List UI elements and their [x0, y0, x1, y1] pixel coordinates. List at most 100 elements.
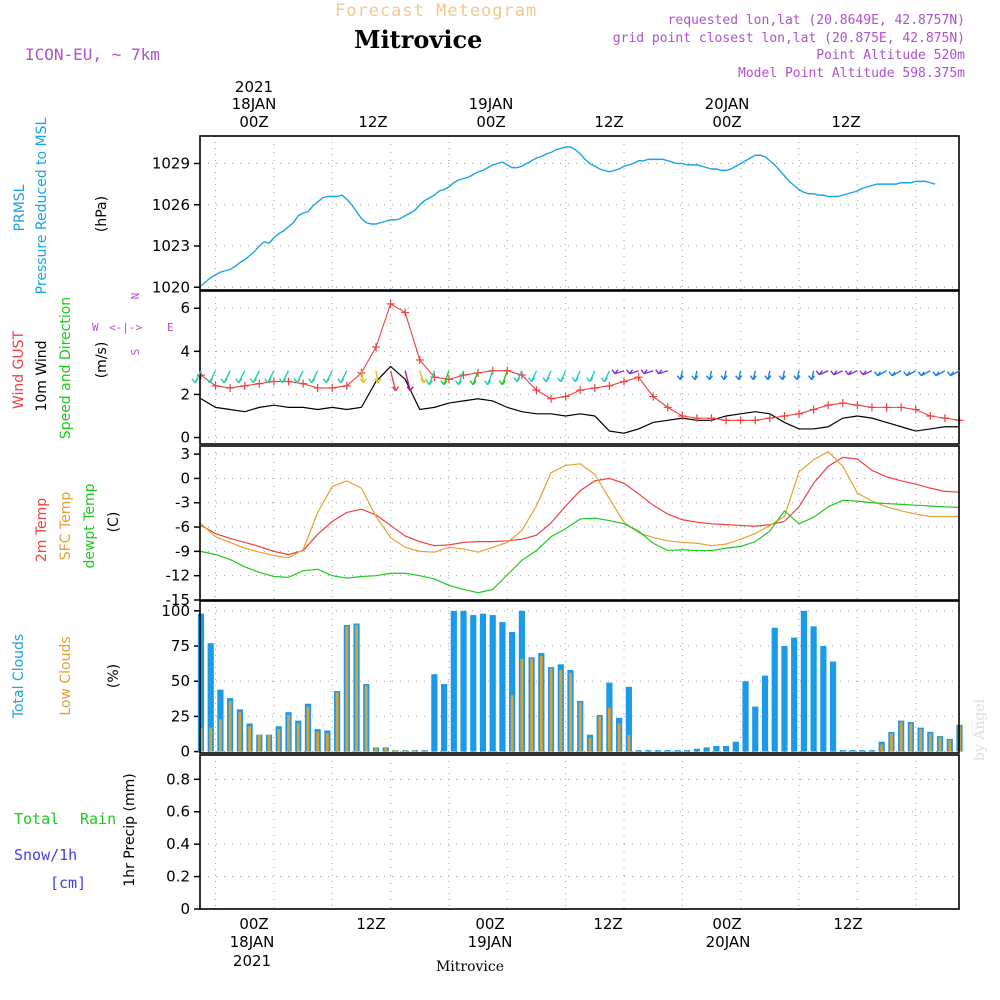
ytick-label-p5: 0	[180, 900, 190, 918]
wind-direction-arrow	[406, 386, 411, 392]
t2m-label: 2m Temp	[34, 498, 50, 562]
panel-frame-3	[199, 445, 960, 601]
wind-direction-arrow	[281, 378, 287, 384]
bottom-tick-4-date: 20JAN	[706, 933, 751, 951]
low-cloud-bar	[588, 737, 592, 752]
low-cloud-bar	[598, 716, 602, 752]
ytick-label-p2: 4	[180, 342, 190, 360]
low-cloud-bar	[423, 750, 427, 752]
total-cloud-bar	[781, 646, 788, 752]
ytick-label-p3: 3	[180, 445, 190, 463]
wind-direction-arrow	[220, 378, 225, 384]
wind-direction-arrow	[611, 369, 616, 375]
total-cloud-bar	[752, 706, 759, 752]
total-cloud-bar	[839, 750, 846, 752]
top-tick-3: 12Z	[594, 113, 623, 131]
wind-direction-arrow	[472, 380, 477, 386]
compass-south: S	[129, 349, 142, 356]
wind-direction-arrow	[614, 369, 619, 375]
rain-label-total: Total	[14, 810, 59, 828]
wind-direction-arrow	[833, 370, 844, 376]
wind-direction-arrow	[375, 370, 379, 383]
wind-direction-arrow	[389, 370, 397, 391]
wind-direction-arrow	[557, 377, 562, 383]
top-tick-5: 12Z	[831, 113, 860, 131]
ytick-label-p3: -6	[175, 518, 190, 536]
total-cloud-bar	[460, 610, 467, 752]
low-cloud-bar	[617, 723, 621, 752]
compass-mid: <-|->	[109, 321, 142, 334]
bottom-tick-5-hour: 12Z	[833, 915, 862, 933]
bottom-tick-0-hour: 00Z	[239, 915, 268, 933]
wind-direction-arrow	[640, 369, 645, 375]
wind-direction-arrow	[749, 375, 754, 381]
wind-direction-arrow	[891, 371, 896, 377]
wind-direction-arrow	[469, 380, 474, 386]
bottom-tick-4: 00Z 20JAN	[706, 915, 751, 951]
low-cloud-bar	[938, 737, 942, 752]
wind-direction-arrow	[658, 370, 668, 375]
wind-direction-arrow	[374, 378, 379, 384]
total-cloud-bar	[207, 643, 214, 752]
bottom-tick-3: 12Z	[593, 915, 622, 933]
panel-frame-1	[199, 135, 960, 291]
wind-direction-arrow	[392, 386, 397, 392]
low-cloud-bar	[510, 695, 514, 752]
low-cloud-bar	[257, 734, 261, 752]
wind-direction-arrow	[603, 377, 608, 383]
wind-direction-arrow	[440, 380, 445, 386]
top-tick-4-hour: 00Z	[712, 113, 741, 131]
wind-direction-arrow	[946, 371, 952, 377]
top-tick-2-hour: 00Z	[476, 113, 505, 131]
footer-location: Mitrovice	[436, 959, 504, 975]
wind-direction-arrow	[223, 378, 228, 384]
wind-direction-arrow	[498, 380, 503, 386]
total-cloud-bar	[820, 646, 827, 752]
bottom-tick-0-date: 18JAN	[230, 933, 275, 951]
low-cloud-bar	[345, 626, 349, 752]
total-cloud-bar	[431, 674, 438, 752]
wind-direction-arrow	[643, 370, 654, 375]
bottom-tick-1-hour: 12Z	[356, 915, 385, 933]
low-cloud-bar	[539, 655, 543, 752]
wind-direction-arrow	[428, 380, 433, 386]
wind-direction-arrow	[844, 370, 849, 376]
wind-direction-arrow	[906, 371, 911, 377]
ytick-label-p3: -9	[175, 542, 190, 560]
panel-frame-2	[199, 290, 960, 445]
wind-direction-arrow	[903, 371, 908, 377]
wind-direction-arrow	[252, 378, 257, 384]
wind-direction-arrow	[705, 375, 711, 381]
wind-direction-arrow	[818, 370, 829, 376]
ytick-label-p4: 50	[171, 672, 190, 690]
top-tick-4: 20JAN 00Z	[705, 95, 750, 131]
wind-direction-arrow	[811, 375, 816, 381]
wind-direction-arrow	[267, 378, 272, 384]
ytick-label-p2: 2	[180, 385, 190, 403]
wind-direction-arrow	[781, 375, 787, 381]
total-cloud-bar	[674, 750, 681, 752]
low-cloud-bar	[306, 706, 310, 752]
low-cloud-bar	[403, 750, 407, 752]
total-cloud-bar	[197, 613, 205, 752]
wind-direction-arrow	[443, 380, 448, 386]
low-cloud-bar	[549, 668, 553, 752]
low-cloud-bar	[219, 719, 222, 752]
low-cloud-bar	[899, 722, 903, 752]
top-time-axis: 2021 18JAN 00Z 12Z 19JAN 00Z 12Z 20JAN 0…	[232, 78, 861, 131]
wind-direction-arrow	[516, 377, 521, 383]
low-cloud-bar	[384, 747, 388, 752]
wind-direction-arrow	[404, 370, 411, 391]
wind-direction-arrow	[876, 371, 882, 377]
low-cloud-bar	[238, 712, 242, 752]
snow-unit: [cm]	[50, 874, 86, 892]
pressure-label-b: Pressure Reduced to MSL	[34, 117, 50, 294]
total-cloud-bar	[684, 750, 691, 752]
low-cloud-bar	[209, 727, 213, 752]
wind-direction-arrow	[815, 370, 820, 376]
wind-direction-arrow	[643, 369, 648, 375]
wind-direction-arrow	[767, 375, 772, 381]
wind-direction-arrow	[932, 371, 937, 377]
total-cloud-bar	[703, 747, 710, 752]
bottom-tick-4-hour: 00Z	[712, 915, 741, 933]
